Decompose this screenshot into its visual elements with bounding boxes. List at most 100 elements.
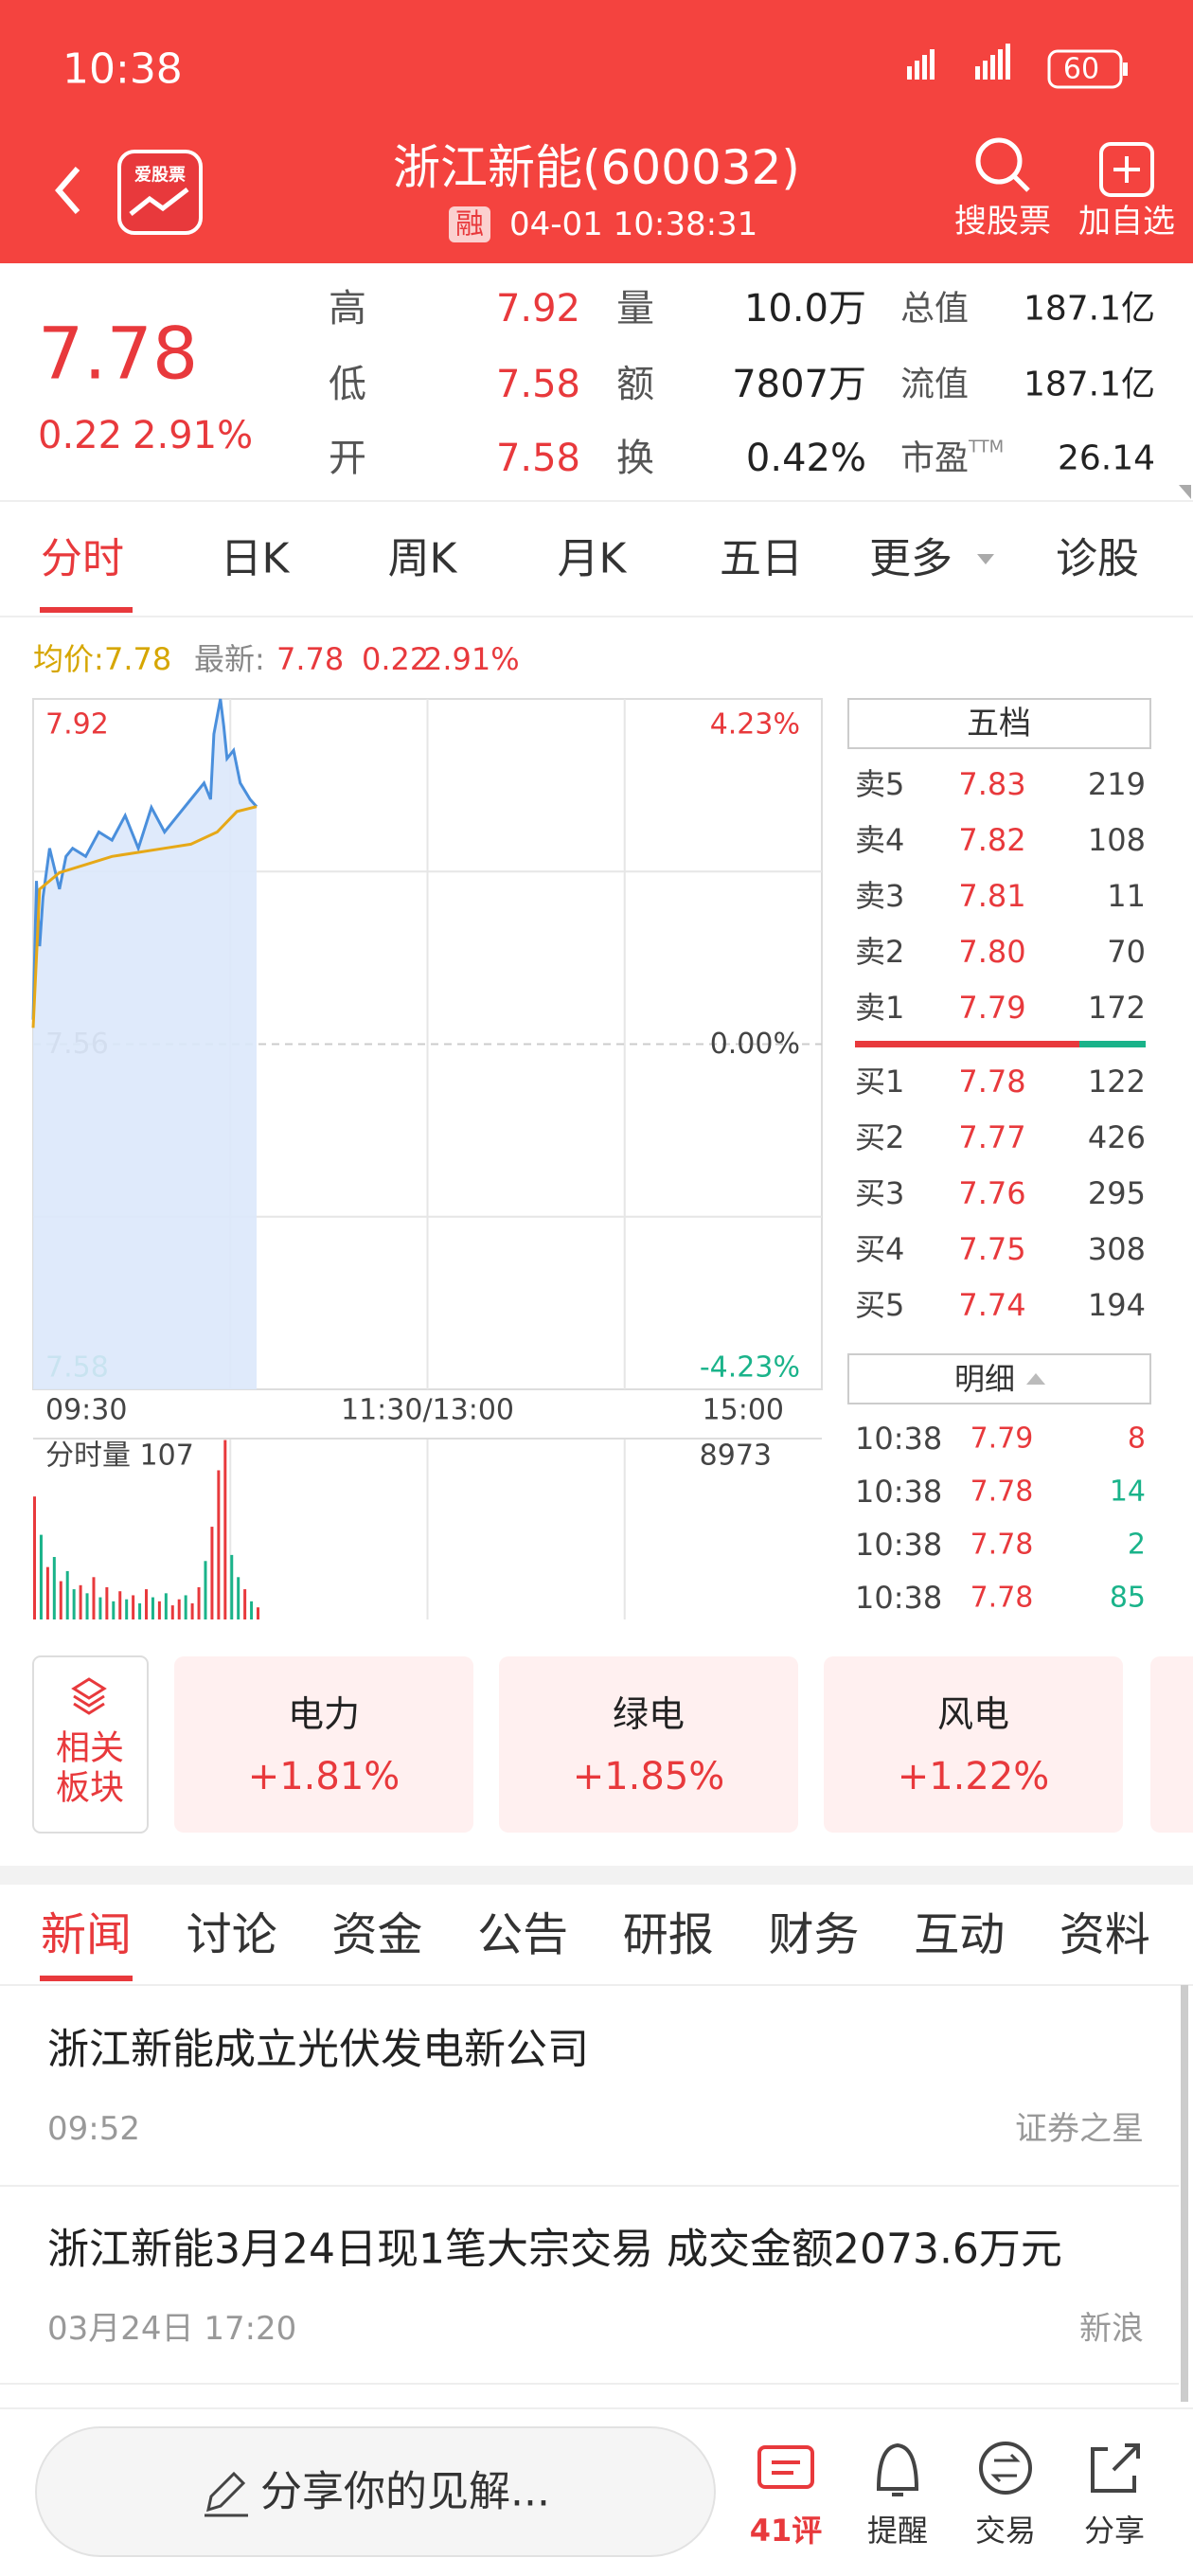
chart-tab[interactable]: 五日 bbox=[720, 535, 803, 583]
chart-tab[interactable]: 日K bbox=[221, 535, 291, 583]
news-time: 03月24日 17:20 bbox=[47, 2310, 296, 2348]
stat-label-sup: TTM bbox=[968, 438, 1004, 457]
trade-time: 10:38 bbox=[855, 1421, 942, 1457]
bell-icon[interactable] bbox=[876, 2442, 919, 2496]
action-label[interactable]: 分享 bbox=[1084, 2513, 1145, 2549]
stock-title: 浙江新能(600032) bbox=[393, 140, 800, 195]
scrollbar bbox=[1181, 1985, 1188, 2402]
sector-card[interactable] bbox=[499, 1656, 798, 1833]
news-title[interactable]: 浙江新能3月24日现1笔大宗交易 成交金额2073.6万元 bbox=[47, 2226, 1062, 2274]
battery-level: 60 bbox=[1063, 53, 1099, 86]
trade-arrows bbox=[990, 2453, 1021, 2483]
chart-tab[interactable]: 诊股 bbox=[1056, 535, 1139, 583]
logo-line bbox=[129, 188, 189, 216]
level-price: 7.76 bbox=[958, 1175, 1025, 1211]
sector-card[interactable] bbox=[824, 1656, 1123, 1833]
status-time: 10:38 bbox=[62, 45, 183, 94]
chart-tab[interactable]: 分时 bbox=[41, 535, 124, 583]
quote-time: 04-01 10:38:31 bbox=[509, 206, 757, 243]
sector-change: +1.22% bbox=[898, 1755, 1050, 1798]
news-tab[interactable]: 公告 bbox=[477, 1908, 568, 1961]
level-price: 7.74 bbox=[958, 1287, 1025, 1323]
volume-bar bbox=[177, 1599, 181, 1619]
level-volume: 108 bbox=[1088, 822, 1146, 858]
news-tab[interactable]: 财务 bbox=[768, 1908, 859, 1961]
app-logo bbox=[117, 150, 203, 235]
trade-price: 7.78 bbox=[970, 1476, 1034, 1509]
stat-value: 187.1亿 bbox=[1024, 290, 1155, 329]
news-tab[interactable]: 互动 bbox=[914, 1908, 1005, 1961]
comment-input[interactable] bbox=[35, 2426, 716, 2557]
volume-bar bbox=[105, 1586, 109, 1619]
summary-latest: 7.78 bbox=[276, 641, 344, 677]
level-label: 卖2 bbox=[855, 934, 904, 970]
summary-latest-label: 最新: bbox=[194, 641, 265, 677]
news-tab[interactable]: 讨论 bbox=[187, 1908, 277, 1961]
stat-value: 7.58 bbox=[496, 363, 580, 406]
price-label: 7.92 bbox=[45, 708, 109, 742]
pencil-icon bbox=[205, 2471, 248, 2517]
share-icon[interactable] bbox=[1091, 2443, 1140, 2493]
level-label: 买5 bbox=[855, 1287, 904, 1323]
price-change-pct: 2.91% bbox=[133, 414, 253, 457]
volume-bar bbox=[79, 1584, 82, 1619]
stat-value: 7.58 bbox=[496, 437, 580, 480]
sector-card[interactable] bbox=[174, 1656, 473, 1833]
news-tab[interactable]: 新闻 bbox=[41, 1908, 132, 1961]
ask-ratio bbox=[855, 1041, 1079, 1047]
sector-change: +1.85% bbox=[573, 1755, 725, 1798]
price-change: 0.22 bbox=[38, 414, 122, 457]
news-tab[interactable]: 资料 bbox=[1059, 1908, 1150, 1961]
margin-badge: 融 bbox=[455, 208, 484, 242]
volume-bar bbox=[132, 1595, 135, 1619]
level-volume: 308 bbox=[1088, 1231, 1146, 1267]
action-label[interactable]: 交易 bbox=[975, 2513, 1036, 2549]
summary-avg: 7.78 bbox=[104, 641, 171, 677]
trade-icon[interactable] bbox=[979, 2442, 1032, 2495]
volume-label: 分时量 107 bbox=[45, 1440, 194, 1473]
chart-tab[interactable]: 月K bbox=[558, 535, 628, 583]
comment-icon[interactable] bbox=[757, 2445, 814, 2489]
sector-card-partial[interactable] bbox=[1150, 1656, 1193, 1833]
stat-label: 总值 bbox=[900, 290, 969, 329]
trade-time: 10:38 bbox=[855, 1474, 942, 1510]
volume-bar bbox=[138, 1602, 142, 1619]
stat-label: 换 bbox=[616, 437, 654, 480]
trade-volume: 85 bbox=[1110, 1582, 1146, 1615]
level-price: 7.77 bbox=[958, 1119, 1025, 1155]
price-line bbox=[31, 698, 258, 1020]
sector-name: 风电 bbox=[937, 1693, 1009, 1735]
chart-tab[interactable]: 周K bbox=[388, 535, 458, 583]
stat-label: 低 bbox=[329, 363, 366, 406]
expand-corner[interactable] bbox=[1179, 485, 1191, 499]
volume-bar bbox=[157, 1601, 161, 1619]
back-button[interactable] bbox=[55, 167, 80, 214]
action-label[interactable]: 提醒 bbox=[867, 2513, 928, 2549]
related-label: 相关 bbox=[56, 1729, 124, 1768]
battery-tip bbox=[1123, 63, 1128, 76]
volume-tick-label: 8973 bbox=[700, 1440, 772, 1473]
search-label[interactable]: 搜股票 bbox=[954, 203, 1051, 241]
stat-value: 26.14 bbox=[1058, 439, 1155, 478]
news-title[interactable]: 浙江新能成立光伏发电新公司 bbox=[47, 2026, 589, 2074]
trades-header[interactable] bbox=[847, 1353, 1151, 1404]
trade-price: 7.78 bbox=[970, 1529, 1034, 1562]
trade-time: 10:38 bbox=[855, 1580, 942, 1616]
news-tab[interactable]: 研报 bbox=[623, 1908, 714, 1961]
chart-tab[interactable]: 更多 bbox=[869, 535, 953, 583]
search-icon[interactable] bbox=[975, 137, 1023, 185]
add-icon[interactable] bbox=[1099, 142, 1154, 197]
volume-bar bbox=[59, 1581, 62, 1619]
volume-bar bbox=[118, 1591, 122, 1619]
stat-value: 7.92 bbox=[496, 287, 580, 331]
level-volume: 11 bbox=[1107, 878, 1146, 914]
action-label[interactable]: 41评 bbox=[750, 2513, 823, 2549]
news-source: 证券之星 bbox=[1015, 2110, 1144, 2148]
add-watchlist-label[interactable]: 加自选 bbox=[1078, 203, 1175, 241]
volume-bar bbox=[125, 1599, 129, 1619]
sector-change: +1.81% bbox=[248, 1755, 401, 1798]
volume-bar bbox=[250, 1601, 254, 1619]
level-price: 7.78 bbox=[958, 1064, 1025, 1100]
news-tab[interactable]: 资金 bbox=[331, 1908, 422, 1961]
related-sectors-card[interactable] bbox=[32, 1655, 149, 1834]
